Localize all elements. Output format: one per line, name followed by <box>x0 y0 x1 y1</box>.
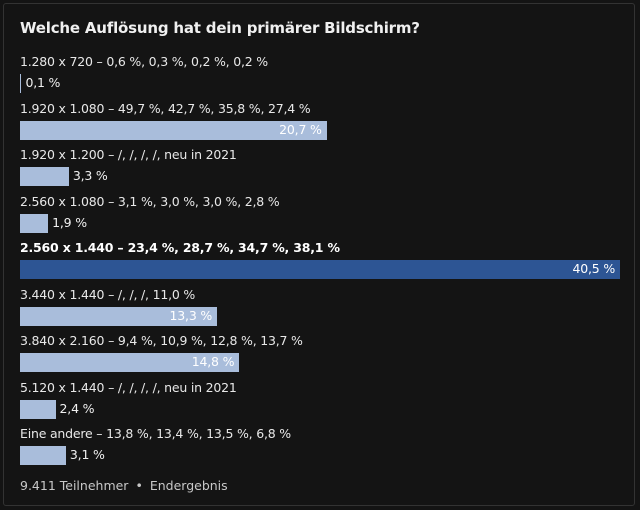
result-bar <box>20 213 49 233</box>
option-label: 2.560 x 1.080 – 3,1 %, 3,0 %, 3,0 %, 2,8… <box>20 193 280 209</box>
option-label: 1.280 x 720 – 0,6 %, 0,3 %, 0,2 %, 0,2 % <box>20 54 268 69</box>
result-bar <box>20 306 218 326</box>
option-label: 2.560 x 1.440 – 23,4 %, 28,7 %, 34,7 %, … <box>20 240 340 255</box>
option-label: 1.920 x 1.200 – /, /, /, /, neu in 2021 <box>20 147 237 162</box>
percentage-label: 40,5 % <box>572 261 616 276</box>
result-bar <box>20 399 56 419</box>
option-label: 3.440 x 1.440 – /, /, /, 11,0 % <box>20 286 196 302</box>
percentage-label: 3,3 % <box>72 168 108 183</box>
percentage-label: 0,1 % <box>25 75 61 90</box>
percentage-label: 14,8 % <box>191 354 235 369</box>
poll-option: 1.920 x 1.200 – /, /, /, /, neu in 2021 3… <box>20 147 620 191</box>
poll-option: 1.280 x 720 – 0,6 %, 0,3 %, 0,2 %, 0,2 %… <box>20 54 620 98</box>
poll-option: 1.920 x 1.080 – 49,7 %, 42,7 %, 35,8 %, … <box>20 101 620 145</box>
poll-option: 5.120 x 1.440 – /, /, /, /, neu in 2021 2… <box>20 380 620 424</box>
result-bar <box>20 120 327 140</box>
result-status: Endergebnis <box>149 478 228 493</box>
option-label: 3.840 x 2.160 – 9,4 %, 10,9 %, 12,8 %, 1… <box>20 333 303 348</box>
option-label: 5.120 x 1.440 – /, /, /, /, neu in 2021 <box>20 379 237 395</box>
poll-card: Welche Auflösung hat dein primärer Bilds… <box>3 3 635 506</box>
percentage-label: 13,3 % <box>169 307 213 323</box>
option-label: 1.920 x 1.080 – 49,7 %, 42,7 %, 35,8 %, … <box>20 100 311 116</box>
option-label: Eine andere – 13,8 %, 13,4 %, 13,5 %, 6,… <box>20 426 291 441</box>
percentage-label: 20,7 % <box>279 121 322 137</box>
percentage-label: 2,4 % <box>59 400 95 416</box>
poll-option: 3.840 x 2.160 – 9,4 %, 10,9 %, 12,8 %, 1… <box>20 333 620 377</box>
poll-option: 2.560 x 1.440 – 23,4 %, 28,7 %, 34,7 %, … <box>20 240 620 284</box>
separator-dot: • <box>135 478 143 493</box>
result-bar <box>20 167 69 186</box>
poll-option: 3.440 x 1.440 – /, /, /, 11,0 % 13,3 % <box>20 287 620 331</box>
percentage-label: 1,9 % <box>52 214 87 230</box>
result-bar <box>20 446 66 465</box>
result-bar <box>20 260 620 279</box>
poll-title: Welche Auflösung hat dein primärer Bilds… <box>20 19 420 37</box>
poll-footer: 9.411 Teilnehmer • Endergebnis <box>20 478 228 493</box>
percentage-label: 3,1 % <box>69 447 105 462</box>
result-bar <box>20 74 22 93</box>
poll-option: Eine andere – 13,8 %, 13,4 %, 13,5 %, 6,… <box>20 426 620 470</box>
result-bar <box>20 353 240 372</box>
participant-count: 9.411 Teilnehmer <box>20 478 129 493</box>
poll-option: 2.560 x 1.080 – 3,1 %, 3,0 %, 3,0 %, 2,8… <box>20 194 620 238</box>
